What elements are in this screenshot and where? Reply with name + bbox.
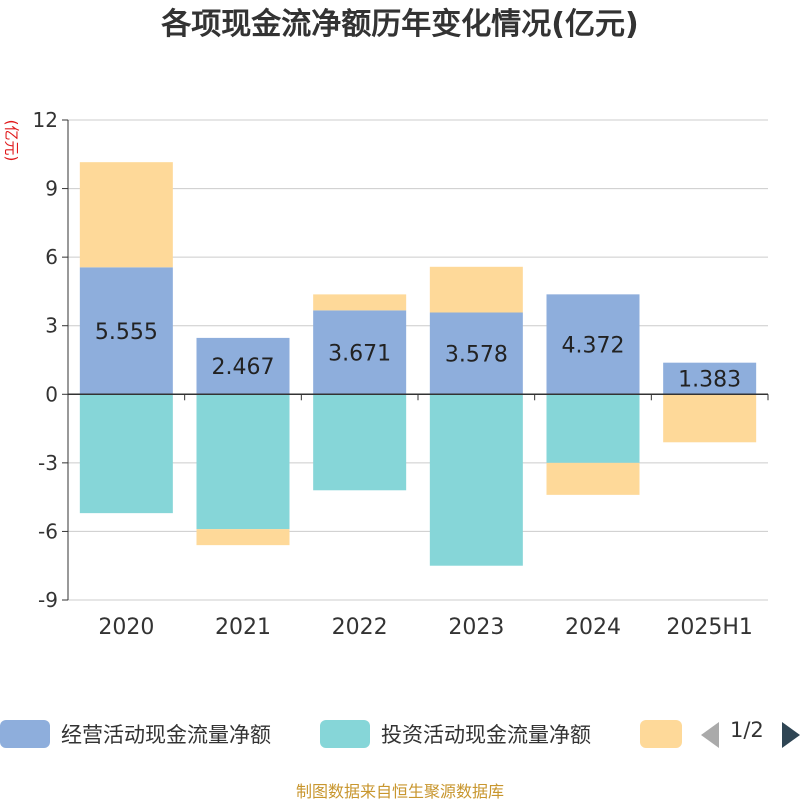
- pager-text: 1/2: [730, 718, 764, 742]
- bar-series-0-2022: [313, 310, 407, 395]
- legend-item-investing[interactable]: 投资活动现金流量净额: [320, 716, 591, 752]
- y-tick-label: 9: [45, 177, 58, 201]
- y-tick-label: 12: [33, 108, 58, 132]
- pager-next-arrow-icon[interactable]: [782, 722, 800, 748]
- y-tick-label: 6: [45, 245, 58, 269]
- bar-series-0-2020: [79, 267, 173, 395]
- bar-series-2-2025H1: [663, 394, 757, 443]
- bar-series-1-2020: [79, 394, 173, 514]
- bar-series-2-2020: [79, 162, 173, 268]
- bar-series-1-2024: [546, 394, 640, 463]
- legend-item-operating[interactable]: 经营活动现金流量净额: [0, 716, 271, 752]
- bar-series-2-2024: [546, 462, 640, 495]
- bar-value-label: 2.467: [212, 355, 275, 380]
- bar-series-0-2025H1: [663, 362, 757, 395]
- legend-swatch-operating: [0, 720, 50, 748]
- x-category-label: 2020: [98, 615, 154, 640]
- source-note: 制图数据来自恒生聚源数据库: [295, 782, 504, 801]
- bar-value-label: 3.578: [445, 342, 508, 367]
- x-category-label: 2024: [565, 615, 621, 640]
- bar-series-0-2024: [546, 294, 640, 395]
- x-category-label: 2023: [448, 615, 504, 640]
- pager-prev-arrow-icon[interactable]: [701, 722, 719, 748]
- y-tick-label: -9: [38, 588, 58, 612]
- legend: 经营活动现金流量净额 投资活动现金流量净额: [0, 716, 800, 752]
- legend-label-investing: 投资活动现金流量净额: [381, 723, 591, 747]
- y-tick-label: 3: [45, 314, 58, 338]
- bar-series-1-2023: [429, 394, 523, 566]
- x-category-label: 2025H1: [666, 615, 753, 640]
- y-tick-label: 0: [45, 382, 58, 406]
- x-category-label: 2021: [215, 615, 271, 640]
- legend-label-operating: 经营活动现金流量净额: [61, 723, 271, 747]
- bar-value-label: 3.671: [328, 341, 391, 366]
- bar-series-0-2021: [196, 337, 290, 395]
- bar-series-0-2023: [429, 312, 523, 395]
- legend-swatch-investing: [320, 720, 370, 748]
- bar-series-2-2023: [429, 266, 523, 313]
- bar-value-label: 1.383: [678, 367, 741, 392]
- legend-swatch-third: [640, 720, 682, 748]
- chart-title: 各项现金流净额历年变化情况(亿元): [161, 7, 639, 42]
- bar-series-2-2021: [196, 529, 290, 546]
- y-tick-label: -3: [38, 451, 58, 475]
- bar-series-2-2022: [313, 294, 407, 311]
- y-tick-label: -6: [38, 519, 58, 543]
- x-category-label: 2022: [332, 615, 388, 640]
- legend-item-third[interactable]: [640, 716, 682, 752]
- bar-value-label: 4.372: [562, 333, 625, 358]
- bar-value-label: 5.555: [95, 320, 158, 345]
- bar-series-1-2021: [196, 394, 290, 530]
- bar-series-1-2022: [313, 394, 407, 491]
